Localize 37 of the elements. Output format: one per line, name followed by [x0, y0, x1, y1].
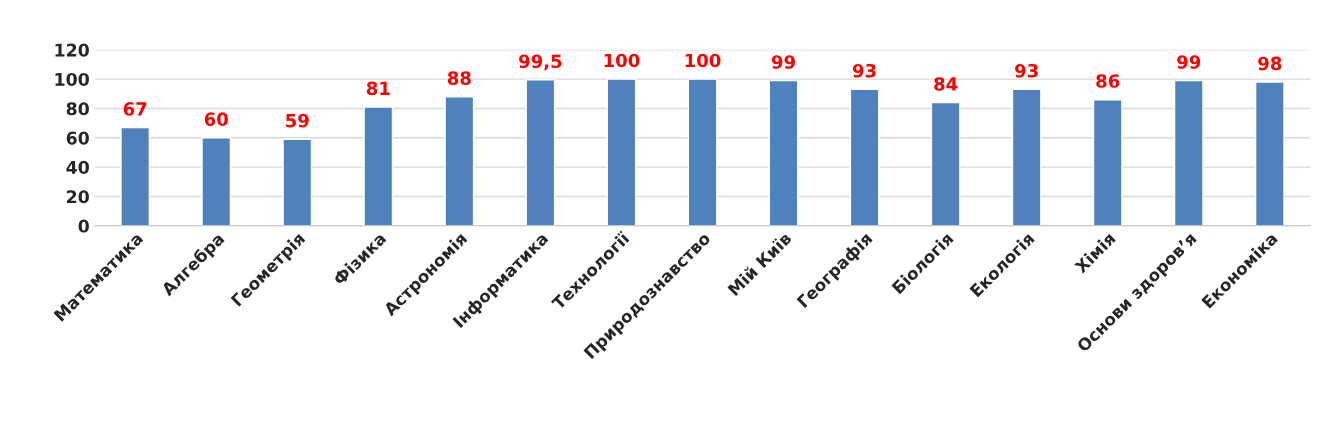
y-tick-label: 0 [78, 219, 89, 233]
data-label: 100 [604, 53, 640, 68]
data-label: 93 [852, 63, 876, 78]
bar [444, 96, 475, 226]
bar [606, 78, 637, 226]
data-label: 99 [771, 55, 795, 69]
bar [120, 126, 151, 226]
data-label: 84 [934, 77, 958, 91]
bar [1173, 79, 1204, 226]
bar [525, 79, 556, 226]
data-label: 88 [447, 71, 471, 85]
data-label: 67 [123, 102, 147, 116]
data-label: 93 [1015, 63, 1038, 78]
y-tick-label: 20 [67, 190, 89, 204]
data-label: 100 [685, 53, 721, 68]
bar [930, 101, 961, 226]
data-label: 99 [1177, 55, 1201, 69]
data-label: 99,5 [519, 54, 562, 71]
data-label: 98 [1258, 56, 1282, 71]
data-label: 86 [1096, 74, 1120, 88]
y-tick-label: 80 [66, 102, 89, 116]
bar [1092, 98, 1123, 226]
bar [768, 79, 799, 226]
data-label: 81 [366, 81, 390, 96]
bar [1011, 88, 1042, 226]
bar [282, 138, 313, 226]
bar [687, 78, 718, 226]
data-label: 59 [286, 113, 309, 128]
bar [201, 137, 232, 226]
y-tick-label: 40 [66, 160, 89, 174]
bar [363, 106, 394, 226]
y-tick-label: 120 [55, 43, 89, 57]
data-label: 60 [204, 112, 228, 126]
bar [849, 88, 880, 226]
y-tick-label: 60 [66, 131, 89, 145]
bar [1254, 81, 1285, 226]
y-tick-label: 100 [55, 72, 89, 87]
